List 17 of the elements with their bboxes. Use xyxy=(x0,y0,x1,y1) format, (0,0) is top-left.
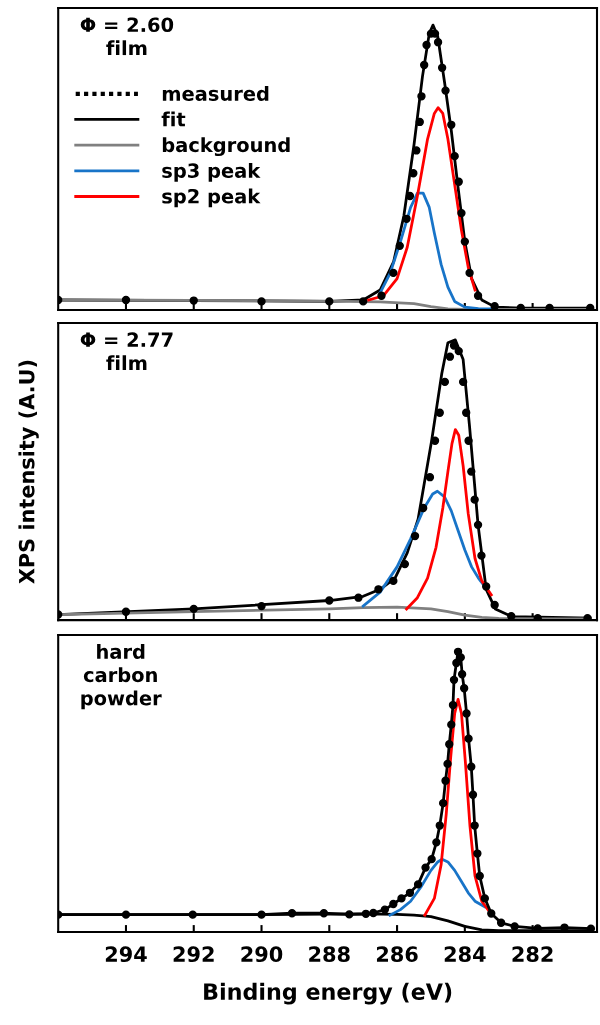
legend-label: sp3 peak xyxy=(162,162,261,182)
x-tick-label: 292 xyxy=(173,946,214,963)
y-axis-title: XPS intensity (A.U) xyxy=(18,360,39,584)
legend-label: measured xyxy=(162,85,269,101)
annotation: Φ = 2.60 film xyxy=(80,17,174,56)
x-tick-label: 290 xyxy=(241,946,283,963)
x-tick-label: 288 xyxy=(309,946,350,963)
annotation: Φ = 2.77 film xyxy=(80,332,173,371)
x-tick-label: 286 xyxy=(376,946,418,963)
x-tick-label: 282 xyxy=(512,946,553,963)
legend-label: background xyxy=(162,137,290,157)
x-axis-title: Binding energy (eV) xyxy=(204,982,452,1005)
annotation: hard carbon powder xyxy=(81,643,162,710)
legend-label: sp2 peak xyxy=(162,188,261,208)
x-tick-label: 294 xyxy=(105,946,147,963)
legend-label: fit xyxy=(161,111,186,127)
x-tick-label: 284 xyxy=(444,946,486,963)
